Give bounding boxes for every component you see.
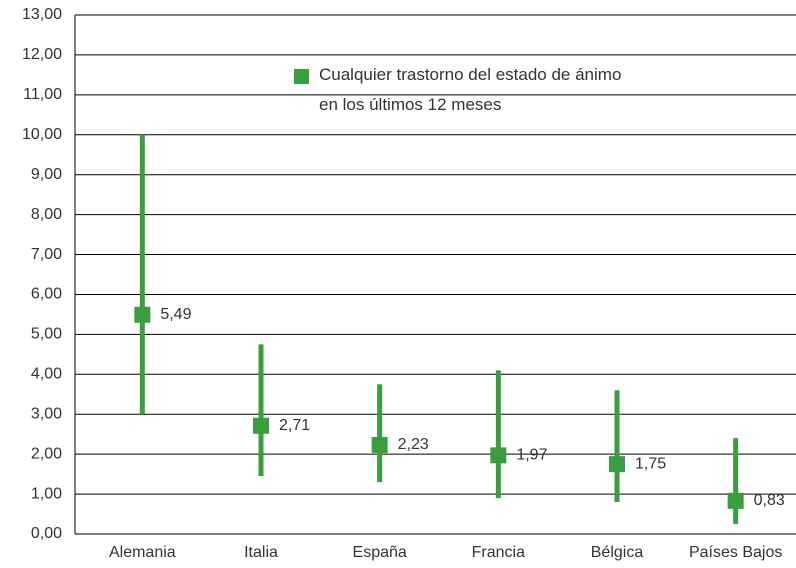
marker	[134, 306, 151, 323]
y-tick-label: 2,00	[31, 445, 62, 462]
value-label: 1,75	[635, 455, 666, 472]
marker	[490, 447, 507, 464]
y-tick-label: 1,00	[31, 485, 62, 502]
marker	[609, 456, 625, 473]
value-label: 5,49	[160, 306, 191, 323]
value-label: 2,23	[398, 436, 429, 453]
value-label: 2,71	[279, 417, 310, 434]
y-tick-label: 10,00	[22, 126, 62, 143]
x-tick-label: Alemania	[109, 544, 176, 561]
x-tick-label: Italia	[244, 544, 278, 561]
marker	[253, 417, 269, 434]
legend: Cualquier trastorno del estado de ánimo …	[294, 65, 621, 120]
y-tick-label: 8,00	[31, 206, 62, 223]
x-tick-label: España	[353, 544, 407, 561]
y-tick-label: 13,00	[22, 6, 62, 23]
x-tick-label: Francia	[472, 544, 525, 561]
legend-label: Cualquier trastorno del estado de ánimo …	[319, 65, 622, 114]
y-tick-label: 5,00	[31, 326, 62, 343]
y-tick-label: 11,00	[23, 86, 62, 103]
legend-swatch	[294, 69, 309, 84]
value-label: 1,97	[516, 447, 547, 464]
y-tick-label: 6,00	[31, 286, 62, 303]
marker	[727, 492, 744, 509]
value-label: 0,83	[754, 492, 785, 509]
y-tick-label: 12,00	[22, 46, 62, 63]
x-tick-label: Bélgica	[591, 544, 644, 561]
y-tick-label: 7,00	[31, 246, 62, 263]
y-tick-label: 9,00	[31, 166, 62, 183]
y-tick-label: 0,00	[31, 525, 62, 542]
y-tick-label: 3,00	[31, 405, 62, 422]
x-tick-label: Países Bajos	[689, 544, 782, 561]
marker	[371, 436, 388, 453]
y-tick-label: 4,00	[31, 366, 62, 383]
